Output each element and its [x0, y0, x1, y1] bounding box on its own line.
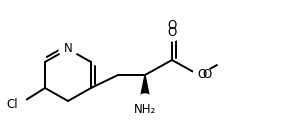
Circle shape — [136, 94, 154, 112]
Text: O: O — [167, 19, 177, 32]
Text: N: N — [64, 43, 73, 55]
Text: O: O — [167, 26, 177, 39]
Text: O: O — [197, 68, 207, 82]
Polygon shape — [140, 75, 150, 100]
Circle shape — [193, 66, 211, 84]
Circle shape — [217, 51, 235, 69]
Text: Cl: Cl — [7, 99, 18, 112]
Text: O: O — [202, 68, 211, 82]
Circle shape — [59, 40, 77, 58]
Circle shape — [163, 23, 181, 41]
Text: NH₂: NH₂ — [134, 103, 156, 116]
Circle shape — [9, 96, 27, 114]
